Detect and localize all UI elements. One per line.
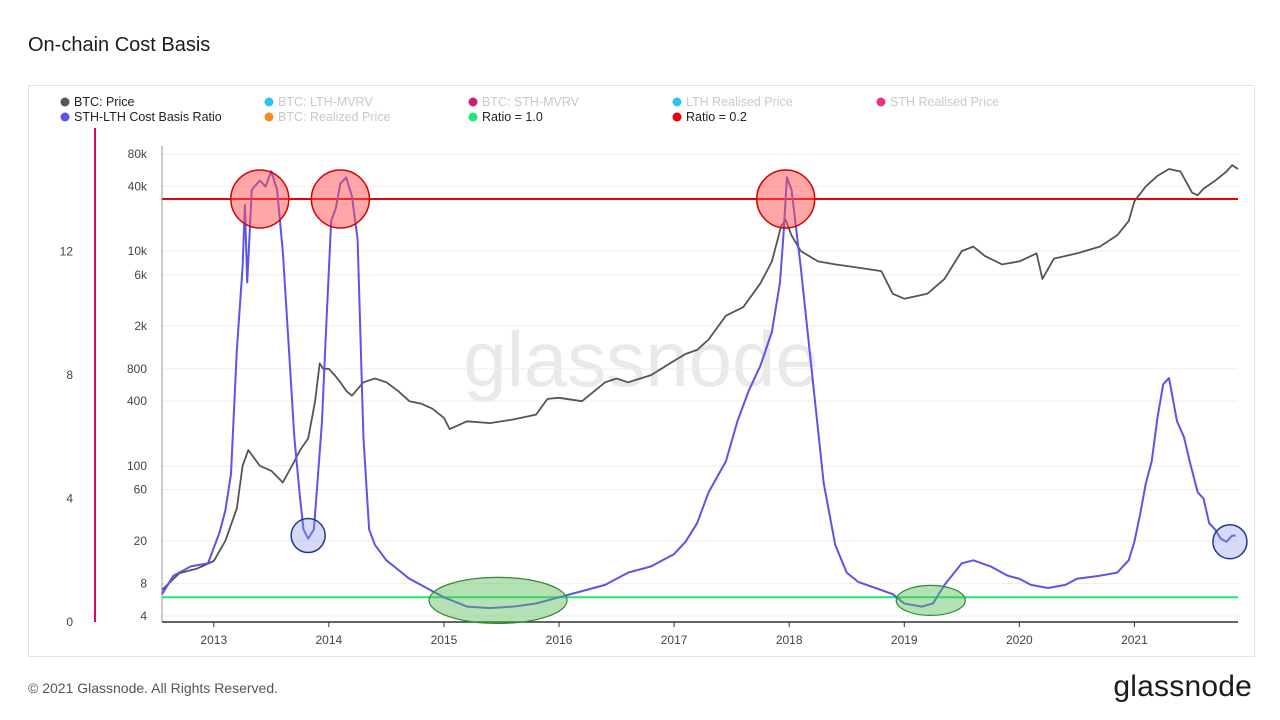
peak-highlight-circle [755, 169, 816, 229]
left-tick-label: 12 [60, 245, 74, 259]
left-tick-label: 8 [66, 368, 73, 382]
legend: BTC: Price BTC: LTH-MVRV BTC: STH-MVRV LTH … [60, 95, 1000, 124]
legend-swatch-icon [876, 97, 886, 107]
legend-label: BTC: Price [74, 95, 134, 109]
price-tick-label: 100 [127, 459, 147, 473]
legend-swatch-icon [264, 97, 274, 107]
legend-label: Ratio = 0.2 [686, 110, 747, 124]
legend-label: BTC: Realized Price [278, 110, 391, 124]
price-tick-label: 80k [128, 147, 148, 161]
accumulation-highlight-ellipse [895, 584, 966, 616]
legend-label: BTC: LTH-MVRV [278, 95, 373, 109]
legend-swatch-icon [60, 97, 70, 107]
page-title: On-chain Cost Basis [28, 34, 211, 56]
annotations [230, 169, 1248, 624]
legend-swatch-icon [264, 112, 274, 122]
left-tick-label: 4 [66, 492, 73, 506]
price-tick-label: 40k [128, 179, 148, 193]
price-tick-label: 4 [140, 609, 147, 623]
price-axis-ticks: 4 8 20 60 100 400 800 2k 6k 10k 40k 80k [127, 147, 148, 623]
x-axis-ticks: 2013 2014 2015 2016 2017 2018 2019 2020 2021 [200, 622, 1148, 647]
price-tick-label: 6k [134, 268, 148, 282]
price-tick-label: 60 [134, 483, 148, 497]
legend-swatch-icon [672, 112, 682, 122]
x-tick-label: 2019 [891, 633, 918, 647]
watermark: glassnode [463, 315, 819, 403]
legend-swatch-icon [468, 112, 478, 122]
x-tick-label: 2021 [1121, 633, 1148, 647]
legend-swatch-icon [672, 97, 682, 107]
legend-item[interactable]: BTC: STH-MVRV [468, 95, 580, 109]
left-axis-ticks: 0 4 8 12 [60, 245, 74, 630]
x-tick-label: 2014 [316, 633, 343, 647]
x-tick-label: 2015 [431, 633, 458, 647]
x-tick-label: 2013 [200, 633, 227, 647]
legend-label: STH-LTH Cost Basis Ratio [74, 110, 222, 124]
trough-highlight-circle [1212, 523, 1248, 560]
left-tick-label: 0 [66, 615, 73, 629]
legend-item[interactable]: STH-LTH Cost Basis Ratio [60, 110, 222, 124]
price-tick-label: 2k [134, 319, 148, 333]
series-line [161, 164, 1239, 591]
x-tick-label: 2017 [661, 633, 688, 647]
chart-svg: BTC: Price BTC: LTH-MVRV BTC: STH-MVRV LTH … [60, 95, 1248, 647]
legend-label: BTC: STH-MVRV [482, 95, 580, 109]
trough-highlight-circle [290, 517, 326, 554]
price-tick-label: 20 [134, 534, 148, 548]
accumulation-highlight-ellipse [428, 576, 568, 624]
price-tick-label: 10k [128, 244, 148, 258]
price-tick-label: 400 [127, 394, 147, 408]
legend-item[interactable]: STH Realised Price [876, 95, 1000, 109]
series-line [161, 170, 1236, 610]
legend-item[interactable]: BTC: Realized Price [264, 110, 391, 124]
legend-item[interactable]: BTC: LTH-MVRV [264, 95, 374, 109]
legend-item[interactable]: Ratio = 1.0 [468, 110, 543, 124]
legend-item[interactable]: Ratio = 0.2 [672, 110, 747, 124]
copyright-text: © 2021 Glassnode. All Rights Reserved. [28, 680, 279, 696]
legend-label: Ratio = 1.0 [482, 110, 543, 124]
legend-swatch-icon [468, 97, 478, 107]
legend-label: LTH Realised Price [686, 95, 793, 109]
x-tick-label: 2018 [776, 633, 803, 647]
legend-swatch-icon [60, 112, 70, 122]
series-group [161, 164, 1239, 610]
chart-frame: BTC: Price BTC: LTH-MVRV BTC: STH-MVRV LTH … [28, 85, 1255, 657]
legend-item[interactable]: BTC: Price [60, 95, 135, 109]
price-tick-label: 8 [140, 577, 147, 591]
x-tick-label: 2020 [1006, 633, 1033, 647]
peak-highlight-circle [310, 169, 371, 229]
legend-label: STH Realised Price [890, 95, 999, 109]
legend-item[interactable]: LTH Realised Price [672, 95, 793, 109]
price-tick-label: 800 [127, 362, 147, 376]
glassnode-logo: glassnode [1113, 670, 1252, 703]
x-tick-label: 2016 [546, 633, 573, 647]
peak-highlight-circle [230, 169, 290, 229]
